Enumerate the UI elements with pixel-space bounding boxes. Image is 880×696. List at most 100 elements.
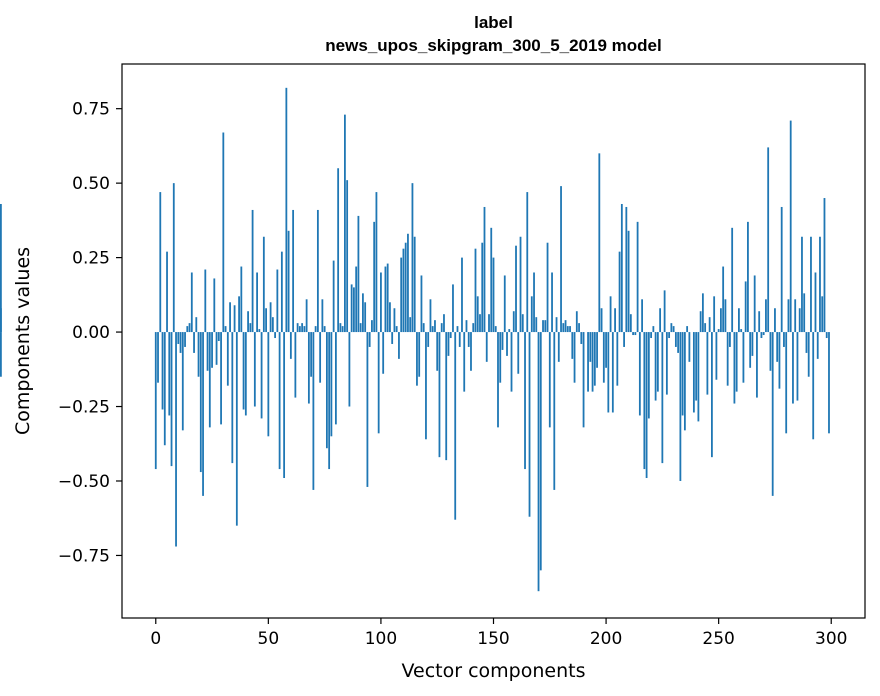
bar: [316, 209, 319, 333]
x-tick-label: 200: [590, 629, 622, 649]
bar: [375, 192, 378, 333]
bar: [546, 242, 549, 333]
bar: [650, 332, 653, 339]
bar: [796, 332, 799, 401]
bar: [211, 332, 213, 368]
bar: [589, 332, 592, 362]
bar: [679, 332, 682, 481]
bar: [771, 332, 774, 496]
bar: [647, 332, 650, 419]
bar: [231, 332, 234, 464]
bar: [265, 308, 267, 333]
bar: [704, 323, 707, 333]
bar: [382, 332, 385, 374]
bar: [512, 311, 515, 333]
bar: [199, 332, 202, 473]
bar: [350, 284, 353, 333]
bar: [289, 332, 292, 359]
bar: [283, 332, 286, 479]
bar: [190, 272, 193, 333]
bar: [321, 299, 324, 333]
bar: [701, 293, 704, 333]
bar: [411, 183, 414, 333]
bar: [564, 320, 567, 333]
bar: [747, 221, 749, 333]
bar: [774, 308, 776, 333]
bar: [217, 332, 220, 341]
bar: [792, 332, 794, 404]
bar: [373, 221, 376, 333]
bar: [744, 281, 747, 333]
x-tick-label: 250: [702, 629, 734, 649]
bar: [821, 296, 824, 333]
bar: [287, 230, 290, 333]
bar: [501, 332, 504, 350]
bar: [776, 332, 779, 362]
bar: [729, 332, 731, 347]
bar: [330, 332, 333, 437]
bar: [591, 332, 594, 392]
bar: [749, 332, 752, 368]
bar: [641, 299, 643, 333]
bar: [208, 332, 211, 428]
bar: [256, 272, 258, 333]
bar: [371, 320, 373, 333]
bar: [238, 296, 240, 333]
bar: [670, 323, 673, 333]
bar: [765, 299, 767, 333]
bar: [488, 314, 490, 333]
bar: [204, 269, 207, 333]
bar: [258, 329, 261, 333]
bar: [810, 236, 812, 333]
bar: [348, 332, 351, 407]
bar: [551, 272, 553, 333]
bar: [328, 332, 331, 470]
bar: [427, 332, 430, 347]
bar: [616, 332, 619, 386]
bar: [665, 332, 668, 395]
bar: [355, 266, 358, 333]
bar: [346, 180, 349, 333]
bar: [812, 332, 815, 440]
bar: [334, 332, 337, 425]
bar: [222, 132, 225, 333]
bar: [787, 299, 790, 333]
bar: [179, 332, 182, 353]
bar: [402, 248, 405, 333]
bars-group: [0, 87, 830, 592]
bar: [780, 206, 783, 333]
bar: [224, 326, 227, 333]
bar: [632, 332, 634, 336]
bar: [364, 302, 367, 333]
bar: [157, 332, 159, 383]
bar: [353, 287, 355, 333]
bar: [600, 308, 603, 333]
bar: [458, 332, 461, 347]
bar: [440, 323, 443, 333]
bar: [738, 308, 740, 333]
bar: [785, 332, 788, 434]
bar: [404, 242, 407, 333]
bar: [303, 326, 306, 333]
bar: [452, 284, 454, 333]
bar: [229, 302, 231, 333]
bar: [789, 120, 792, 333]
bar: [485, 332, 488, 362]
bar: [548, 332, 551, 428]
bar: [805, 332, 808, 353]
bar: [416, 332, 418, 386]
chart-title-line-2: news_upos_skipgram_300_5_2019 model: [325, 36, 662, 55]
bar: [307, 332, 310, 404]
bar: [168, 332, 171, 416]
y-tick-label: −0.25: [58, 398, 110, 418]
bar: [312, 332, 315, 490]
x-axis-label: Vector components: [402, 660, 586, 682]
bar: [494, 326, 497, 333]
bar: [262, 236, 265, 333]
bar: [161, 332, 164, 410]
bar: [467, 332, 470, 347]
bar: [154, 332, 157, 470]
bar: [636, 221, 639, 333]
bar: [553, 332, 556, 490]
